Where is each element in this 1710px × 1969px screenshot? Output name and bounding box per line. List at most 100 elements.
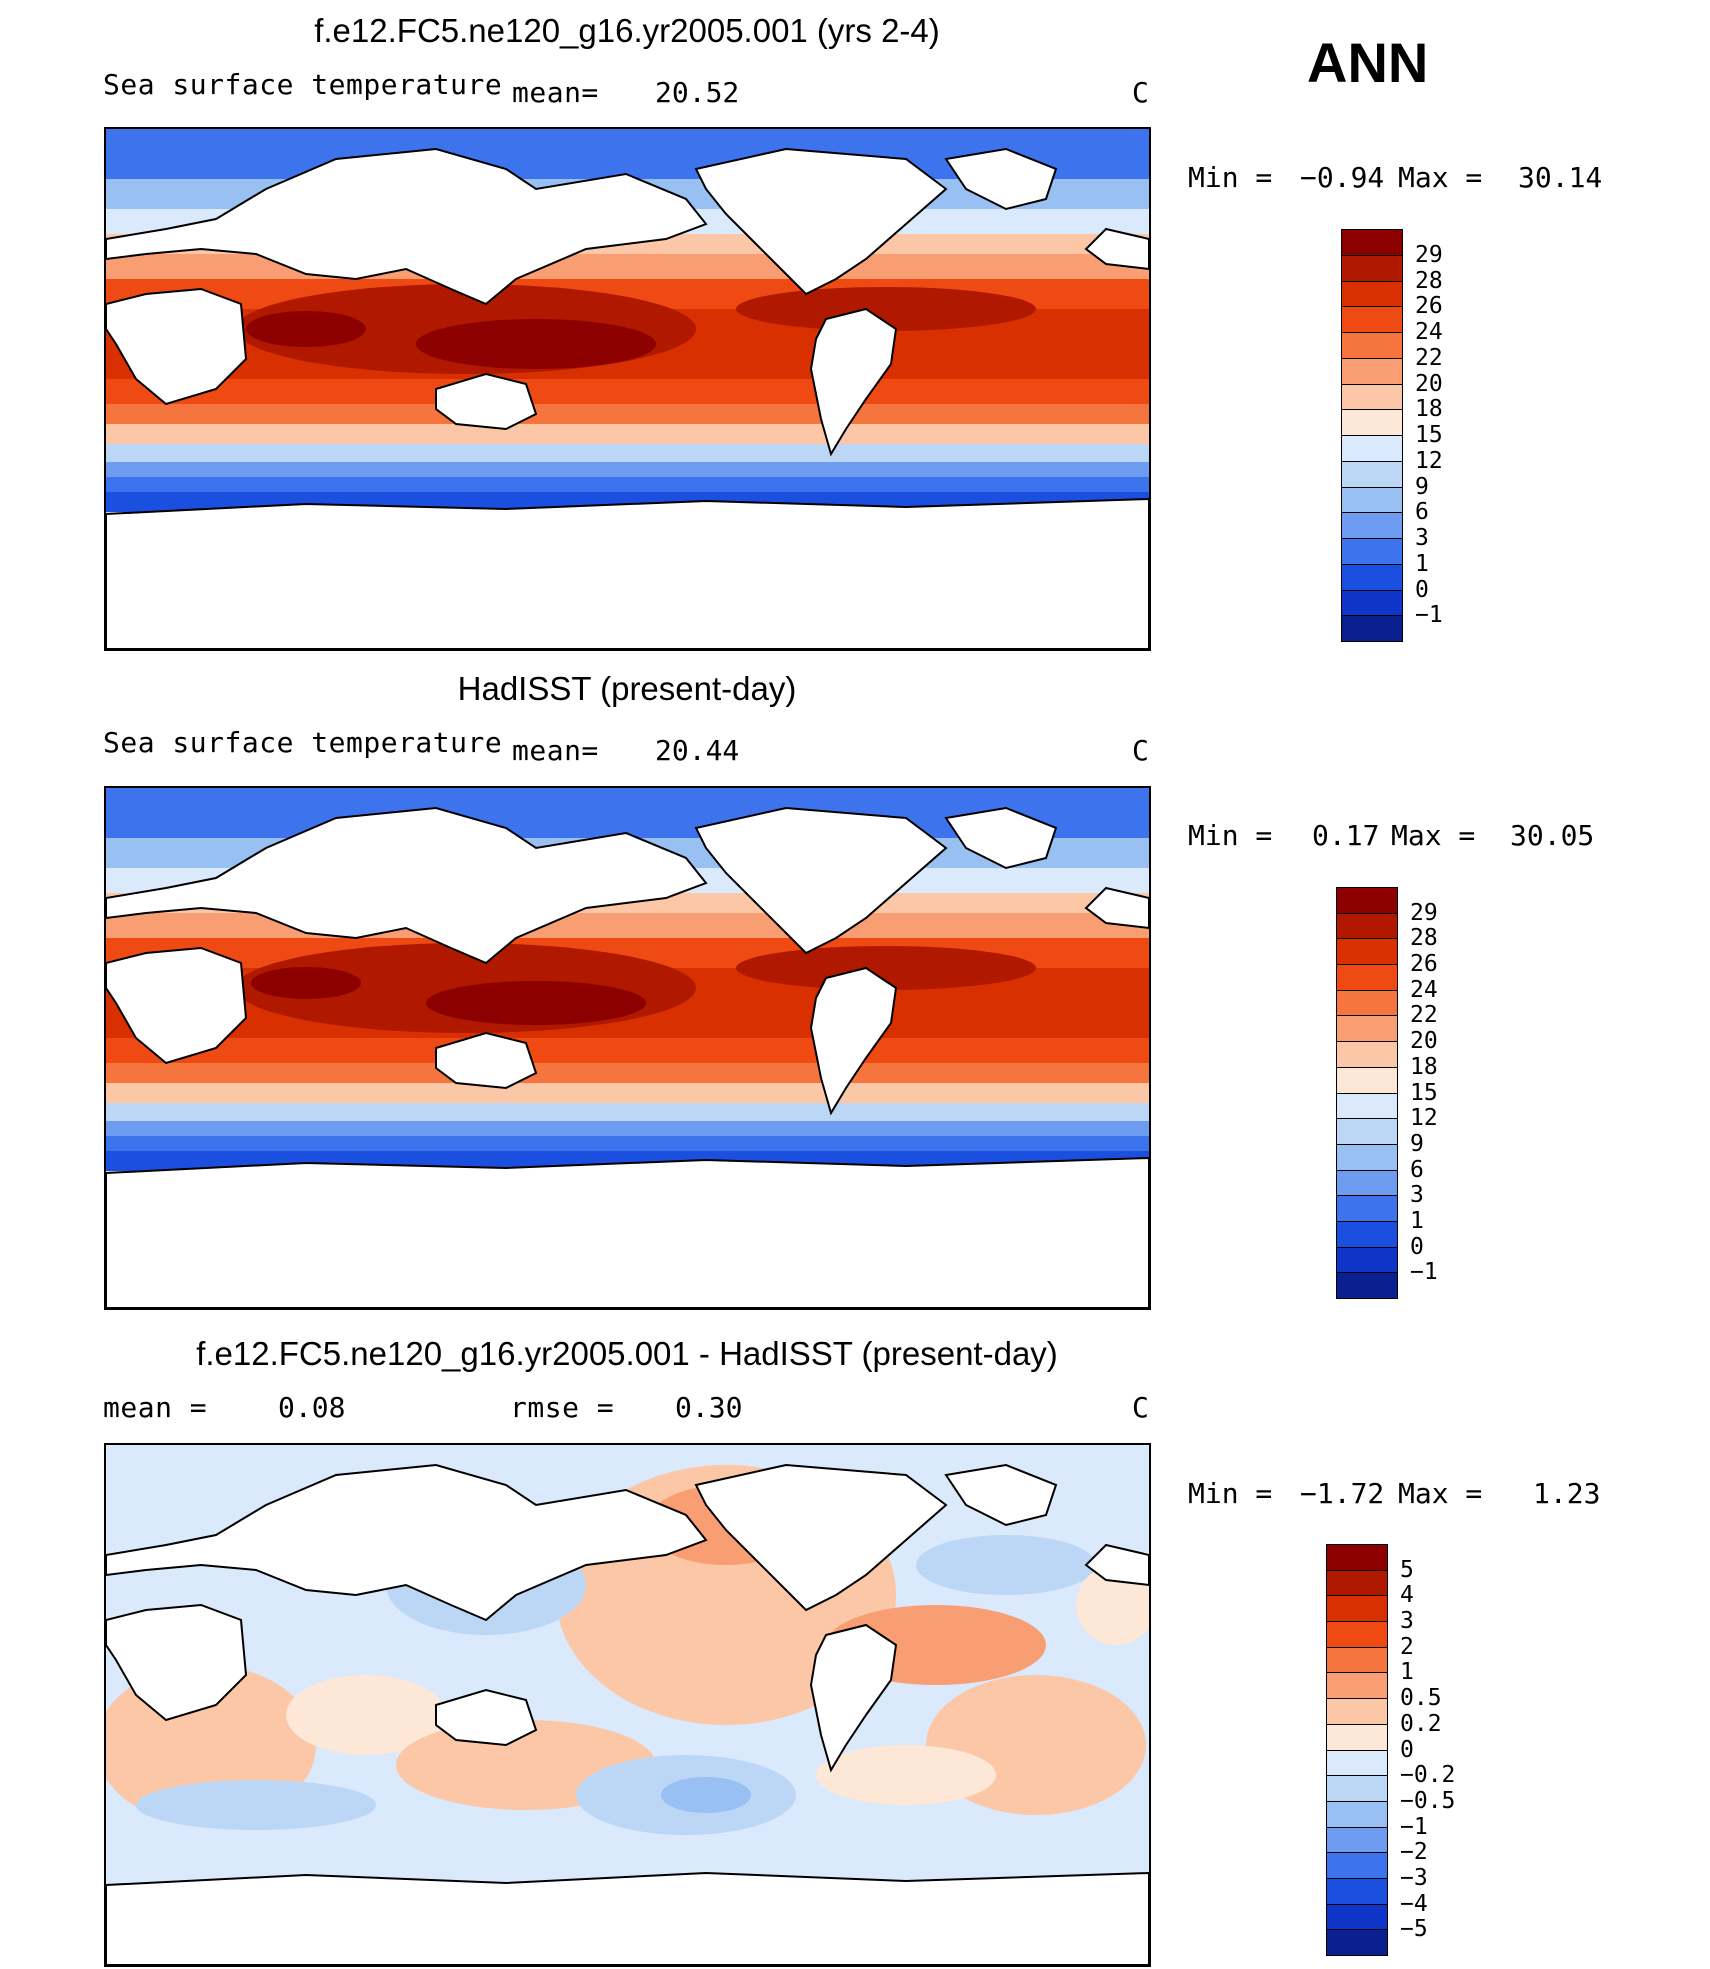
panel-3-max-label: Max = — [1398, 1477, 1483, 1510]
colorbar-swatch — [1341, 254, 1403, 282]
colorbar-tick-label: 15 — [1415, 422, 1443, 448]
colorbar-swatch — [1326, 1723, 1388, 1751]
panel-2-max-value: 30.05 — [1510, 819, 1595, 852]
colorbar-swatch — [1341, 357, 1403, 385]
colorbar-swatch — [1336, 887, 1398, 914]
colorbar-swatch — [1336, 938, 1398, 966]
panel-3-max-value: 1.23 — [1533, 1477, 1601, 1510]
panel-2-variable: Sea surface temperature — [103, 726, 503, 759]
colorbar-swatch — [1326, 1929, 1388, 1956]
panel-1-min-value: −0.94 — [1300, 161, 1385, 194]
colorbar-tick-label: 12 — [1410, 1105, 1438, 1132]
colorbar-tick-label: 24 — [1410, 976, 1438, 1003]
colorbar-swatch — [1336, 1118, 1398, 1145]
colorbar-tick-label: 20 — [1410, 1028, 1438, 1055]
panel-1-variable: Sea surface temperature — [103, 68, 503, 101]
colorbar-swatch — [1336, 1195, 1398, 1222]
panel-3-colorbar: 5 4 3 2 1 0.5 0.2 0 −0.2 −0.5 −1 −2 −3 −4 −5 — [1326, 1544, 1455, 1956]
colorbar-swatch — [1341, 383, 1403, 411]
colorbar-swatch — [1341, 538, 1403, 565]
panel-2-sst-field — [106, 788, 1149, 1308]
panel-2-title: HadISST (present-day) — [457, 670, 797, 707]
panel-1-max-label: Max = — [1398, 161, 1483, 194]
colorbar-swatch — [1341, 229, 1403, 256]
colorbar-tick-label: 26 — [1415, 293, 1443, 320]
colorbar-tick-label: 3 — [1400, 1608, 1414, 1635]
colorbar-tick-label: 24 — [1415, 319, 1443, 345]
colorbar-swatch — [1326, 1621, 1388, 1648]
colorbar-swatch — [1341, 409, 1403, 436]
colorbar-tick-label: −1 — [1400, 1813, 1428, 1840]
colorbar-tick-label: −0.2 — [1400, 1762, 1456, 1789]
panel-1-map — [104, 127, 1151, 651]
colorbar-tick-label: −2 — [1400, 1839, 1428, 1866]
colorbar-swatch — [1336, 912, 1398, 940]
colorbar-swatch — [1336, 1066, 1398, 1094]
colorbar-tick-label: 9 — [1415, 473, 1429, 500]
colorbar-swatch — [1336, 1246, 1398, 1274]
colorbar-swatch — [1326, 1775, 1388, 1802]
colorbar-tick-label: 4 — [1400, 1582, 1414, 1609]
colorbar-tick-label: 18 — [1410, 1053, 1438, 1080]
panel-2-min-value: 0.17 — [1312, 819, 1380, 852]
panel-3-mean-label: mean = — [103, 1391, 208, 1424]
panel-3-units: C — [1132, 1391, 1149, 1424]
colorbar-tick-label: −1 — [1415, 602, 1443, 629]
colorbar-swatch — [1326, 1852, 1388, 1879]
panel-2-units: C — [1132, 734, 1149, 767]
panel-1-units: C — [1132, 76, 1149, 109]
colorbar-tick-label: 20 — [1415, 370, 1443, 397]
colorbar-swatch — [1336, 1015, 1398, 1043]
colorbar-swatch — [1326, 1672, 1388, 1700]
colorbar-tick-label: 9 — [1410, 1130, 1424, 1157]
panel-3-map — [104, 1443, 1151, 1967]
colorbar-swatch — [1341, 435, 1403, 462]
colorbar-tick-label: 0 — [1400, 1736, 1414, 1763]
colorbar-swatch — [1326, 1826, 1388, 1854]
colorbar-tick-label: 1 — [1400, 1659, 1414, 1686]
colorbar-tick-label: 6 — [1410, 1156, 1424, 1183]
panel-2-min-label: Min = — [1188, 819, 1273, 852]
panel-2-mean-value: 20.44 — [655, 734, 740, 767]
colorbar-tick-label: −1 — [1410, 1259, 1438, 1286]
panel-3-min-label: Min = — [1188, 1477, 1273, 1510]
panel-1-sst-field — [106, 129, 1149, 649]
colorbar-tick-label: 6 — [1415, 499, 1429, 526]
colorbar-swatch — [1326, 1569, 1388, 1597]
colorbar-swatch — [1341, 512, 1403, 539]
panel-2-colorbar: 29 28 26 24 22 20 18 15 12 9 6 3 1 0 −1 — [1336, 887, 1438, 1299]
colorbar-tick-label: 3 — [1415, 525, 1429, 551]
panel-1-title: f.e12.FC5.ne120_g16.yr2005.001 (yrs 2-4) — [314, 12, 940, 49]
colorbar-swatch — [1326, 1595, 1388, 1623]
panel-1-mean-value: 20.52 — [655, 76, 740, 109]
colorbar-swatch — [1326, 1646, 1388, 1674]
panel-1-mean-label: mean= — [512, 76, 599, 109]
panel-3-rmse-value: 0.30 — [675, 1391, 743, 1424]
panel-2-mean-label: mean= — [512, 734, 599, 767]
panel-1-colorbar: 29 28 26 24 22 20 18 15 12 9 6 3 1 0 −1 — [1341, 229, 1443, 642]
colorbar-tick-label: 15 — [1410, 1079, 1438, 1106]
panel-3-rmse-label: rmse = — [510, 1391, 615, 1424]
panel-1-max-value: 30.14 — [1518, 161, 1603, 194]
colorbar-swatch — [1341, 563, 1403, 591]
panel-3-title: f.e12.FC5.ne120_g16.yr2005.001 - HadISST… — [196, 1335, 1058, 1372]
colorbar-swatch — [1341, 332, 1403, 359]
colorbar-swatch — [1326, 1877, 1388, 1905]
colorbar-swatch — [1326, 1800, 1388, 1828]
colorbar-tick-label: 3 — [1410, 1182, 1424, 1209]
colorbar-swatch — [1336, 1220, 1398, 1248]
colorbar-tick-label: 1 — [1415, 550, 1429, 577]
colorbar-tick-label: 26 — [1410, 951, 1438, 978]
colorbar-tick-label: 0 — [1415, 576, 1429, 603]
colorbar-swatch — [1326, 1903, 1388, 1931]
colorbar-swatch — [1341, 280, 1403, 308]
panel-2-map — [104, 786, 1151, 1310]
panel-3-difference-field — [106, 1445, 1149, 1965]
season-label: ANN — [1307, 31, 1429, 94]
panel-3-min-value: −1.72 — [1300, 1477, 1385, 1510]
colorbar-tick-label: 28 — [1415, 267, 1443, 294]
colorbar-tick-label: 12 — [1415, 447, 1443, 474]
colorbar-tick-label: −4 — [1400, 1890, 1428, 1917]
colorbar-tick-label: 29 — [1415, 241, 1443, 268]
colorbar-swatch — [1336, 1092, 1398, 1120]
